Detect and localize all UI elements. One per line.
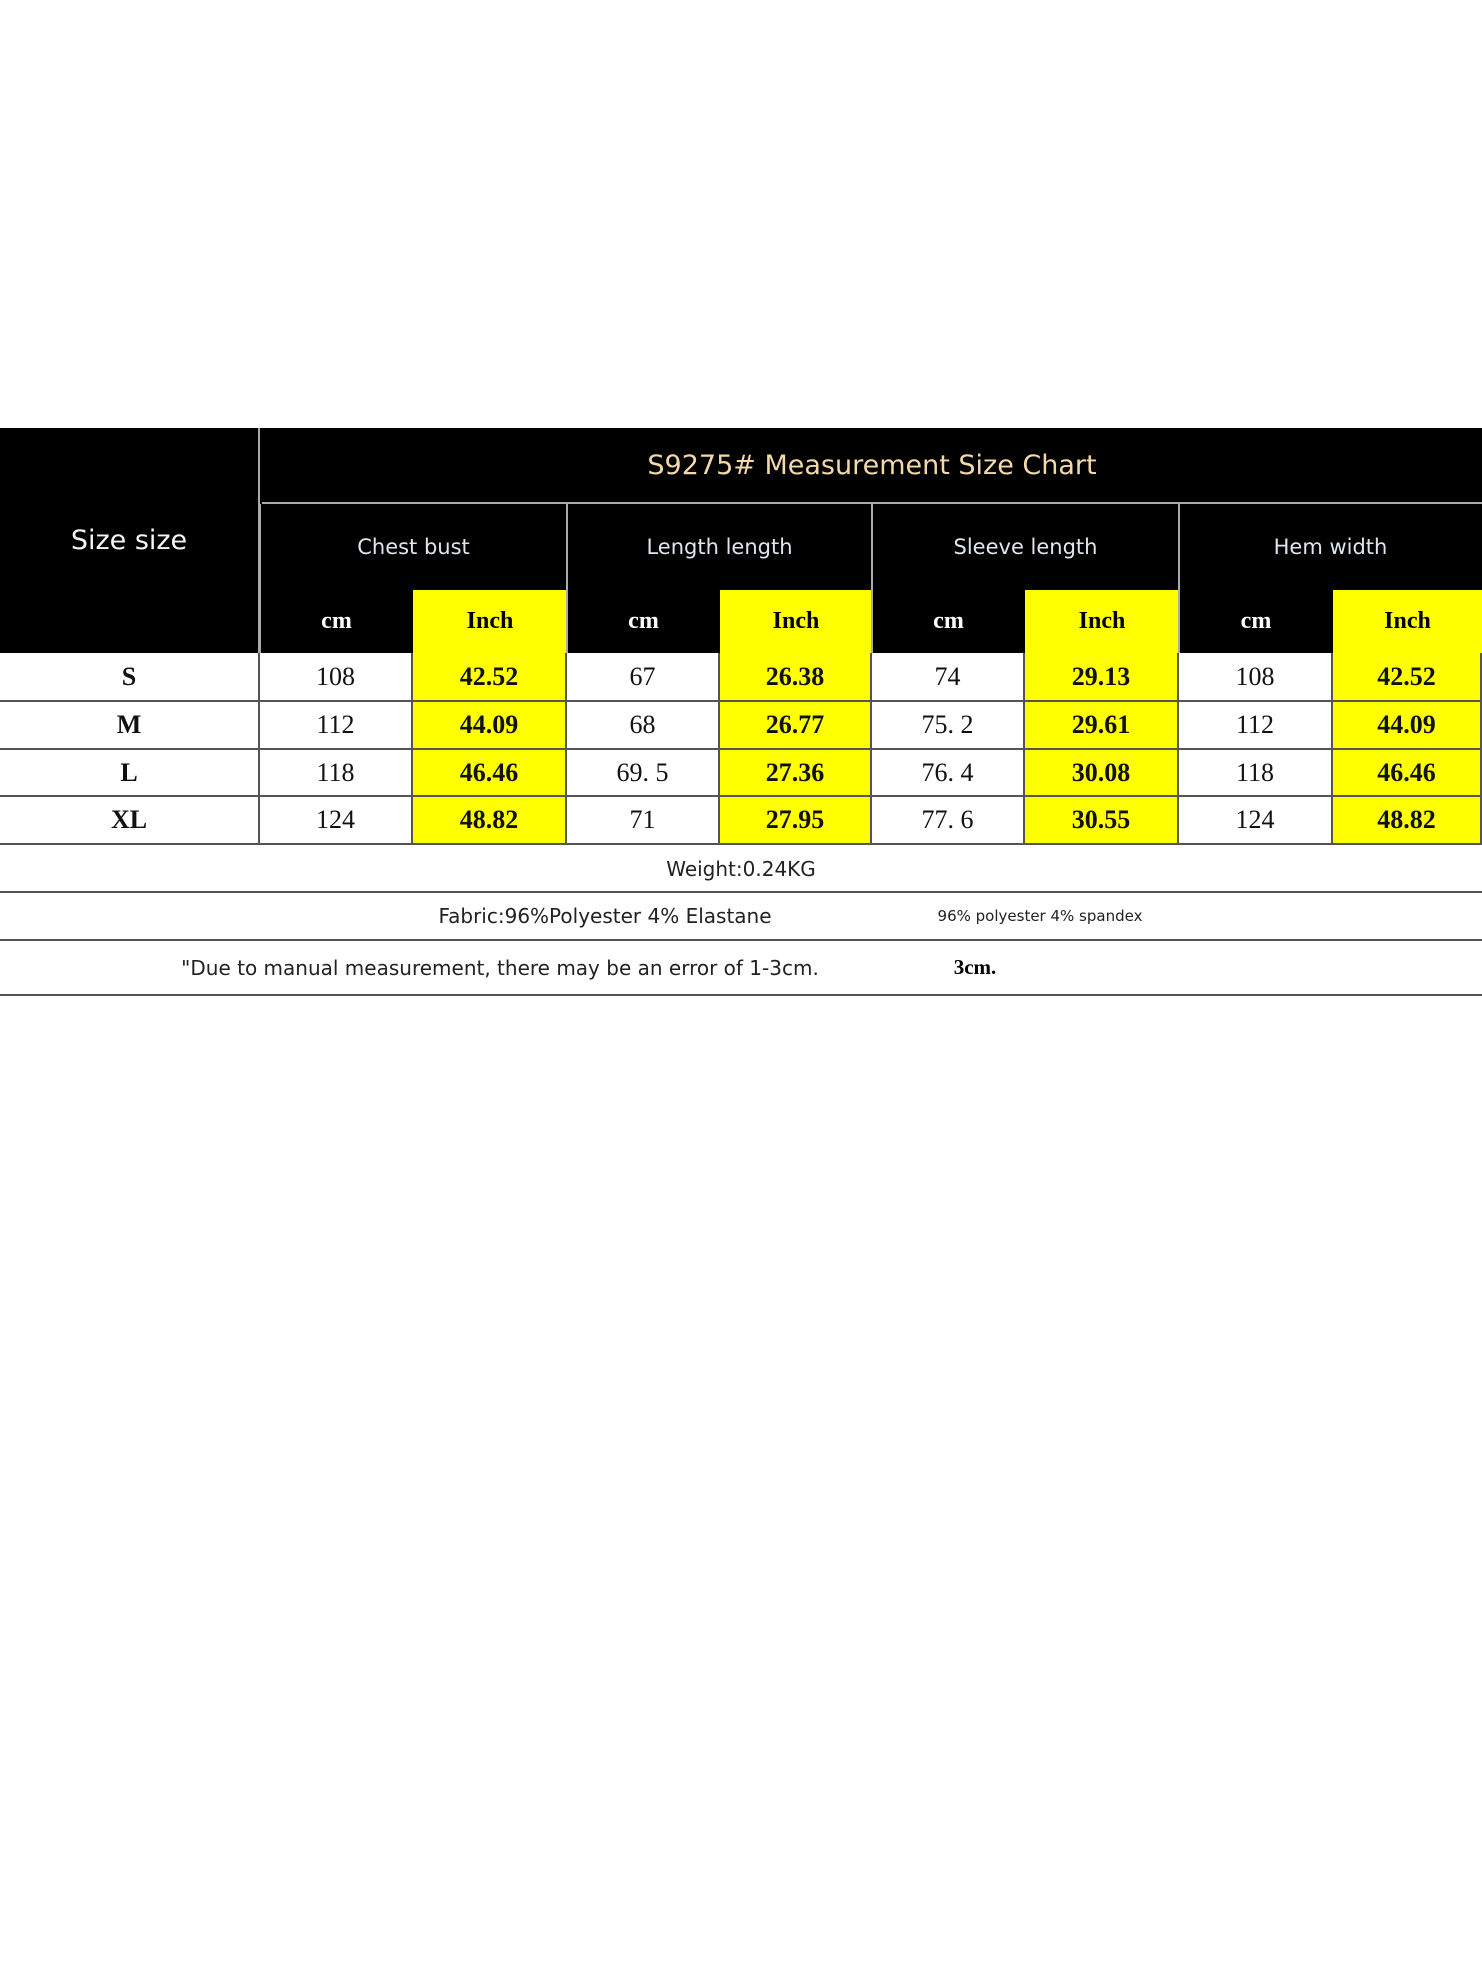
inch-value: 44.09 — [1333, 702, 1482, 750]
header-divider — [262, 502, 1482, 504]
column-divider — [566, 504, 568, 653]
inch-value: 46.46 — [1333, 750, 1482, 797]
cm-value: 112 — [1179, 702, 1333, 750]
cm-value: 75. 2 — [872, 702, 1025, 750]
row-divider — [0, 994, 1482, 996]
size-label: L — [0, 750, 260, 797]
inch-value: 42.52 — [413, 653, 567, 702]
inch-value: 44.09 — [413, 702, 567, 750]
cm-value: 124 — [260, 797, 413, 845]
inch-value: 27.95 — [720, 797, 872, 845]
size-header: Size size — [70, 525, 188, 556]
inch-value: 30.55 — [1025, 797, 1179, 845]
inch-value: 29.13 — [1025, 653, 1179, 702]
unit-inch: Inch — [413, 590, 567, 653]
column-divider — [259, 504, 261, 653]
unit-cm: cm — [321, 608, 352, 634]
unit-cm: cm — [1240, 608, 1272, 634]
inch-value: 42.52 — [1333, 653, 1482, 702]
unit-inch: Inch — [720, 590, 872, 653]
cm-value: 76. 4 — [872, 750, 1025, 797]
size-label: M — [0, 702, 260, 750]
unit-inch: Inch — [1025, 590, 1179, 653]
cm-value: 69. 5 — [567, 750, 720, 797]
measure-header: Length length — [646, 535, 793, 559]
inch-value: 26.38 — [720, 653, 872, 702]
row-divider — [0, 939, 1482, 941]
inch-value: 46.46 — [413, 750, 567, 797]
measure-header: Hem width — [1273, 535, 1388, 559]
chart-title: S9275# Measurement Size Chart — [647, 449, 1097, 481]
fabric-alt-text: 96% polyester 4% spandex — [937, 907, 1143, 925]
size-label: S — [0, 653, 260, 702]
size-label: XL — [0, 797, 260, 845]
unit-cm: cm — [628, 608, 659, 634]
unit-inch: Inch — [1333, 590, 1482, 653]
cm-value: 118 — [1179, 750, 1333, 797]
fabric-text: Fabric:96%Polyester 4% Elastane — [438, 904, 772, 928]
measurement-note: "Due to manual measurement, there may be… — [181, 955, 819, 980]
inch-value: 48.82 — [1333, 797, 1482, 845]
column-divider — [871, 504, 873, 653]
cm-value: 118 — [260, 750, 413, 797]
measure-header: Sleeve length — [953, 535, 1098, 559]
inch-value: 27.36 — [720, 750, 872, 797]
weight-text: Weight:0.24KG — [666, 856, 816, 881]
measure-header: Chest bust — [357, 535, 470, 559]
inch-value: 30.08 — [1025, 750, 1179, 797]
cm-value: 68 — [567, 702, 720, 750]
inch-value: 29.61 — [1025, 702, 1179, 750]
row-divider — [0, 891, 1482, 893]
column-divider — [258, 428, 260, 653]
inch-value: 48.82 — [413, 797, 567, 845]
cm-value: 67 — [567, 653, 720, 702]
unit-cm: cm — [933, 608, 964, 634]
cm-value: 112 — [260, 702, 413, 750]
column-divider — [1178, 504, 1180, 653]
cm-value: 124 — [1179, 797, 1333, 845]
cm-value: 108 — [1179, 653, 1333, 702]
inch-value: 26.77 — [720, 702, 872, 750]
cm-value: 108 — [260, 653, 413, 702]
note-alt-text: 3cm. — [953, 955, 997, 979]
cm-value: 77. 6 — [872, 797, 1025, 845]
cm-value: 71 — [567, 797, 720, 845]
cm-value: 74 — [872, 653, 1025, 702]
